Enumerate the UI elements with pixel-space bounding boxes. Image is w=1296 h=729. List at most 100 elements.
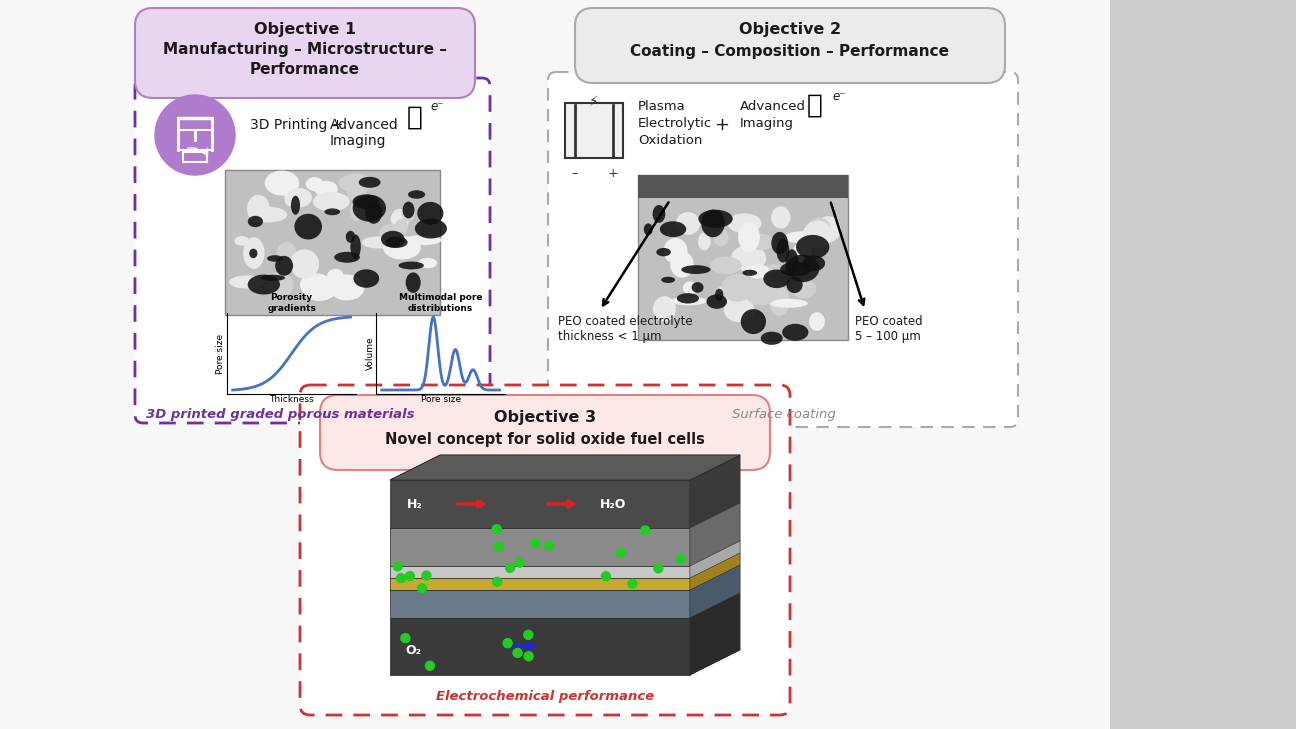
- Ellipse shape: [235, 236, 249, 246]
- Bar: [565, 103, 623, 158]
- Text: O₂: O₂: [404, 644, 421, 658]
- Ellipse shape: [267, 255, 283, 262]
- Ellipse shape: [761, 332, 783, 345]
- Ellipse shape: [350, 202, 363, 221]
- Ellipse shape: [334, 252, 360, 262]
- Ellipse shape: [362, 236, 397, 249]
- Text: Plasma
Electrolytic
Oxidation: Plasma Electrolytic Oxidation: [638, 100, 713, 147]
- Text: Electrochemical performance: Electrochemical performance: [435, 690, 654, 703]
- Ellipse shape: [675, 212, 700, 235]
- Text: Performance: Performance: [250, 62, 360, 77]
- Ellipse shape: [391, 208, 410, 230]
- Ellipse shape: [722, 274, 753, 302]
- Bar: [638, 175, 848, 340]
- Text: Coating – Composition – Performance: Coating – Composition – Performance: [630, 44, 950, 59]
- Polygon shape: [689, 593, 740, 675]
- Ellipse shape: [314, 181, 338, 197]
- Ellipse shape: [671, 297, 706, 305]
- Ellipse shape: [807, 217, 831, 241]
- Ellipse shape: [353, 195, 380, 209]
- Polygon shape: [390, 455, 740, 480]
- Circle shape: [515, 558, 524, 567]
- Polygon shape: [689, 455, 740, 528]
- Ellipse shape: [249, 249, 258, 258]
- Text: +: +: [714, 116, 730, 134]
- Bar: [638, 175, 848, 198]
- Circle shape: [601, 572, 610, 581]
- FancyBboxPatch shape: [299, 385, 791, 715]
- Ellipse shape: [713, 229, 728, 246]
- Text: Surface coating: Surface coating: [732, 408, 836, 421]
- Ellipse shape: [715, 289, 723, 300]
- Ellipse shape: [661, 277, 675, 283]
- Circle shape: [531, 539, 540, 547]
- Text: 🔬: 🔬: [407, 105, 422, 131]
- Circle shape: [513, 648, 522, 658]
- Ellipse shape: [785, 254, 819, 282]
- Ellipse shape: [683, 281, 697, 295]
- Ellipse shape: [248, 275, 280, 295]
- Polygon shape: [689, 503, 740, 566]
- Text: 3D Printing +: 3D Printing +: [250, 118, 343, 132]
- Polygon shape: [689, 565, 740, 618]
- Circle shape: [544, 541, 553, 550]
- Ellipse shape: [385, 237, 407, 248]
- Ellipse shape: [739, 222, 759, 252]
- Ellipse shape: [783, 324, 809, 340]
- Ellipse shape: [353, 195, 386, 222]
- Ellipse shape: [664, 238, 687, 264]
- Ellipse shape: [417, 202, 443, 225]
- Circle shape: [425, 661, 434, 670]
- Ellipse shape: [771, 206, 791, 229]
- Circle shape: [397, 574, 406, 582]
- Ellipse shape: [415, 219, 447, 238]
- Ellipse shape: [699, 210, 732, 228]
- Ellipse shape: [660, 221, 686, 237]
- Text: e⁻: e⁻: [832, 90, 845, 103]
- Ellipse shape: [327, 269, 345, 286]
- Ellipse shape: [653, 296, 677, 321]
- Text: –: –: [572, 167, 578, 180]
- Text: e⁻: e⁻: [430, 100, 443, 113]
- Ellipse shape: [802, 221, 833, 248]
- FancyBboxPatch shape: [548, 72, 1017, 427]
- Ellipse shape: [266, 273, 294, 297]
- Ellipse shape: [741, 309, 766, 334]
- Ellipse shape: [286, 188, 312, 208]
- Text: PEO coated electrolyte
thickness < 1 μm: PEO coated electrolyte thickness < 1 μm: [559, 315, 692, 343]
- Circle shape: [492, 577, 502, 586]
- Bar: [390, 618, 689, 675]
- Ellipse shape: [717, 284, 741, 302]
- Ellipse shape: [399, 262, 424, 270]
- Y-axis label: Volume: Volume: [365, 337, 375, 370]
- Bar: [390, 566, 689, 578]
- Ellipse shape: [365, 201, 382, 224]
- Ellipse shape: [763, 270, 791, 288]
- Ellipse shape: [670, 251, 693, 278]
- Ellipse shape: [745, 265, 770, 278]
- Ellipse shape: [809, 312, 824, 331]
- Text: H₂: H₂: [407, 497, 422, 510]
- Text: PEO coated
5 – 100 μm: PEO coated 5 – 100 μm: [855, 315, 923, 343]
- Ellipse shape: [347, 185, 367, 202]
- Circle shape: [640, 526, 649, 535]
- Ellipse shape: [284, 188, 294, 206]
- Ellipse shape: [796, 235, 829, 259]
- Ellipse shape: [306, 177, 324, 191]
- Ellipse shape: [644, 223, 653, 235]
- Circle shape: [495, 542, 503, 551]
- Ellipse shape: [294, 214, 321, 240]
- Ellipse shape: [275, 256, 293, 276]
- FancyBboxPatch shape: [575, 8, 1004, 83]
- Circle shape: [629, 580, 636, 588]
- X-axis label: Thickness: Thickness: [270, 395, 314, 404]
- Ellipse shape: [762, 265, 784, 273]
- Ellipse shape: [677, 293, 699, 303]
- Ellipse shape: [349, 236, 359, 245]
- Ellipse shape: [784, 231, 820, 243]
- Ellipse shape: [706, 295, 727, 309]
- Text: Objective 1: Objective 1: [254, 22, 356, 37]
- Circle shape: [422, 571, 432, 580]
- Ellipse shape: [780, 262, 811, 276]
- Text: Objective 2: Objective 2: [739, 22, 841, 37]
